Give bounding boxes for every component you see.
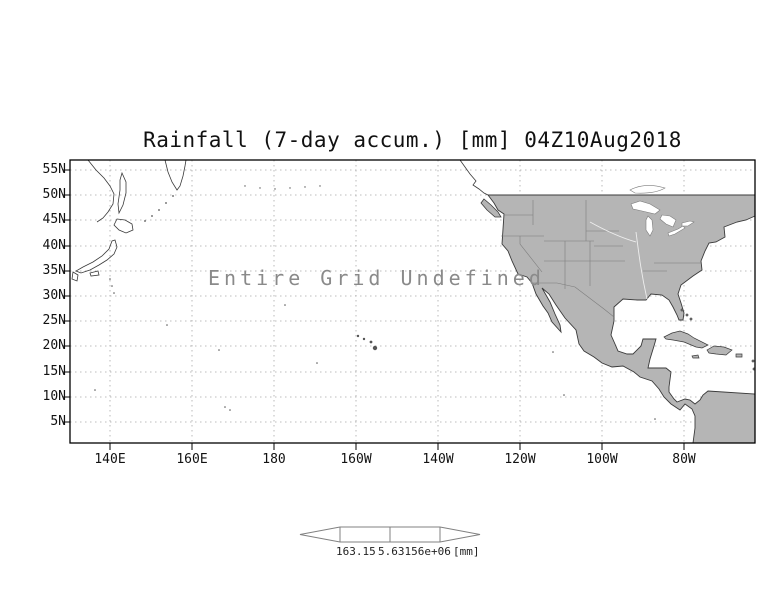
- x-axis-tick-label: 180: [262, 452, 286, 467]
- geography-layer: [71, 159, 756, 444]
- y-axis-tick-label: 10N: [42, 389, 66, 404]
- x-axis-tick-label: 80W: [672, 452, 696, 467]
- cuba: [663, 330, 709, 349]
- y-axis-tick-label: 45N: [42, 212, 66, 227]
- pacific-islands: [94, 185, 656, 420]
- y-axis-tick-label: 55N: [42, 162, 66, 177]
- plot-border: [69, 159, 756, 444]
- y-axis-tick-label: 25N: [42, 313, 66, 328]
- rivers: [589, 221, 648, 300]
- colorbar-label-right: 5.63156e+06: [378, 545, 451, 558]
- colorbar-label-left: 163.15: [336, 545, 376, 558]
- coastline-above-50n: [459, 159, 666, 196]
- y-axis-tick-label: 5N: [50, 414, 66, 429]
- sakhalin: [117, 171, 127, 215]
- x-axis-tick-label: 140W: [422, 452, 454, 467]
- axis-ticks: [63, 169, 685, 450]
- x-axis-tick-label: 160W: [340, 452, 372, 467]
- honshu: [75, 239, 118, 274]
- plot-title: Rainfall (7-day accum.) [mm] 04Z10Aug201…: [143, 128, 682, 152]
- y-axis-tick-label: 30N: [42, 288, 66, 303]
- kyushu: [71, 271, 79, 282]
- great-lakes: [630, 200, 695, 237]
- land-north-america: [480, 194, 756, 444]
- hokkaido: [113, 218, 134, 234]
- x-axis-tick-label: 100W: [586, 452, 618, 467]
- undefined-annotation: Entire Grid Undefined: [208, 266, 545, 290]
- colorbar-unit-label: [mm]: [453, 545, 480, 558]
- x-axis-tick-label: 160E: [176, 452, 208, 467]
- y-axis-tick-label: 20N: [42, 338, 66, 353]
- asia-coastlines: [71, 159, 187, 282]
- caribbean-islands: [663, 308, 756, 371]
- x-axis-tick-label: 140E: [94, 452, 126, 467]
- kamchatka: [164, 159, 187, 191]
- jamaica: [691, 354, 700, 359]
- hispaniola: [706, 345, 733, 356]
- x-axis-tick-label: 120W: [504, 452, 536, 467]
- vancouver-island: [480, 198, 502, 218]
- y-axis-tick-label: 40N: [42, 238, 66, 253]
- shikoku: [89, 270, 100, 277]
- okhotsk-coast: [87, 159, 115, 223]
- puerto-rico: [735, 353, 743, 358]
- y-axis-tick-label: 35N: [42, 263, 66, 278]
- y-axis-tick-label: 15N: [42, 364, 66, 379]
- colorbar-shape: [299, 526, 481, 543]
- y-axis-tick-label: 50N: [42, 187, 66, 202]
- state-borders: [501, 200, 702, 318]
